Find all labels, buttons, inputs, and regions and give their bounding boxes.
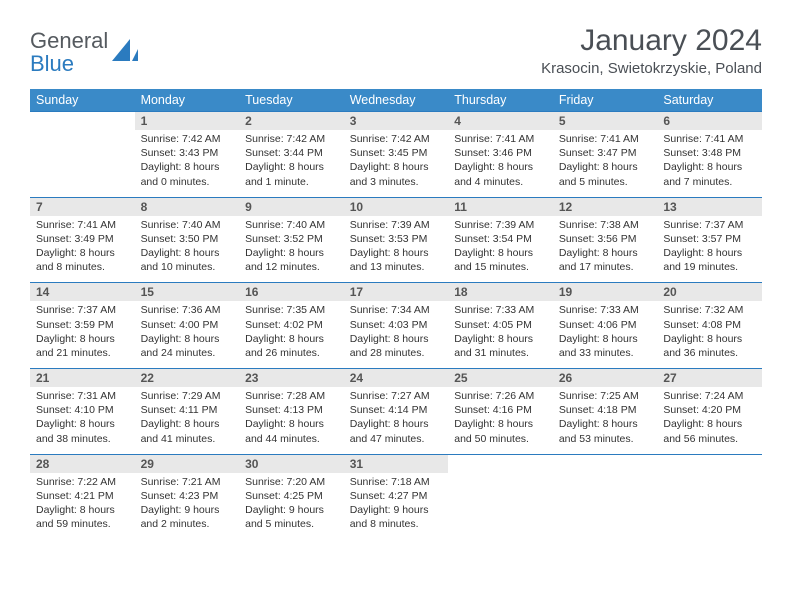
day-number-cell bbox=[448, 454, 553, 473]
day-content-cell: Sunrise: 7:42 AMSunset: 3:44 PMDaylight:… bbox=[239, 130, 344, 197]
day-number-cell: 11 bbox=[448, 197, 553, 216]
day-number-cell: 19 bbox=[553, 283, 658, 302]
day-content-cell: Sunrise: 7:41 AMSunset: 3:49 PMDaylight:… bbox=[30, 216, 135, 283]
day-number-row: 123456 bbox=[30, 112, 762, 131]
logo: General Blue bbox=[30, 30, 138, 76]
day-number-cell: 1 bbox=[135, 112, 240, 131]
day-content-cell: Sunrise: 7:37 AMSunset: 3:59 PMDaylight:… bbox=[30, 301, 135, 368]
day-number-cell: 28 bbox=[30, 454, 135, 473]
day-content-cell: Sunrise: 7:27 AMSunset: 4:14 PMDaylight:… bbox=[344, 387, 449, 454]
dow-header: Tuesday bbox=[239, 89, 344, 112]
day-content-cell: Sunrise: 7:41 AMSunset: 3:46 PMDaylight:… bbox=[448, 130, 553, 197]
day-content-cell: Sunrise: 7:29 AMSunset: 4:11 PMDaylight:… bbox=[135, 387, 240, 454]
day-number-cell bbox=[30, 112, 135, 131]
day-number-cell: 22 bbox=[135, 369, 240, 388]
day-content-cell: Sunrise: 7:18 AMSunset: 4:27 PMDaylight:… bbox=[344, 473, 449, 540]
day-number-cell: 23 bbox=[239, 369, 344, 388]
day-number-cell: 24 bbox=[344, 369, 449, 388]
day-number-cell: 25 bbox=[448, 369, 553, 388]
logo-sail-icon bbox=[112, 39, 138, 68]
day-number-cell: 17 bbox=[344, 283, 449, 302]
day-number-cell: 16 bbox=[239, 283, 344, 302]
day-content-cell: Sunrise: 7:21 AMSunset: 4:23 PMDaylight:… bbox=[135, 473, 240, 540]
day-number-cell: 7 bbox=[30, 197, 135, 216]
day-number-cell: 9 bbox=[239, 197, 344, 216]
day-content-cell: Sunrise: 7:24 AMSunset: 4:20 PMDaylight:… bbox=[657, 387, 762, 454]
day-number-cell: 21 bbox=[30, 369, 135, 388]
day-content-cell: Sunrise: 7:28 AMSunset: 4:13 PMDaylight:… bbox=[239, 387, 344, 454]
day-content-cell bbox=[657, 473, 762, 540]
day-number-cell: 6 bbox=[657, 112, 762, 131]
day-content-cell: Sunrise: 7:39 AMSunset: 3:54 PMDaylight:… bbox=[448, 216, 553, 283]
day-number-cell: 5 bbox=[553, 112, 658, 131]
day-number-cell: 15 bbox=[135, 283, 240, 302]
day-number-row: 28293031 bbox=[30, 454, 762, 473]
day-content-cell: Sunrise: 7:42 AMSunset: 3:43 PMDaylight:… bbox=[135, 130, 240, 197]
dow-header: Saturday bbox=[657, 89, 762, 112]
dow-header: Friday bbox=[553, 89, 658, 112]
day-number-cell: 20 bbox=[657, 283, 762, 302]
dow-header: Sunday bbox=[30, 89, 135, 112]
day-content-cell: Sunrise: 7:34 AMSunset: 4:03 PMDaylight:… bbox=[344, 301, 449, 368]
day-number-cell: 27 bbox=[657, 369, 762, 388]
day-content-cell: Sunrise: 7:20 AMSunset: 4:25 PMDaylight:… bbox=[239, 473, 344, 540]
day-content-cell: Sunrise: 7:31 AMSunset: 4:10 PMDaylight:… bbox=[30, 387, 135, 454]
title-block: January 2024 Krasocin, Swietokrzyskie, P… bbox=[541, 24, 762, 77]
day-content-row: Sunrise: 7:42 AMSunset: 3:43 PMDaylight:… bbox=[30, 130, 762, 197]
calendar-page: General Blue January 2024 Krasocin, Swie… bbox=[0, 0, 792, 539]
day-number-row: 21222324252627 bbox=[30, 369, 762, 388]
day-number-cell: 2 bbox=[239, 112, 344, 131]
day-content-cell bbox=[448, 473, 553, 540]
day-number-cell: 18 bbox=[448, 283, 553, 302]
day-content-cell: Sunrise: 7:33 AMSunset: 4:06 PMDaylight:… bbox=[553, 301, 658, 368]
day-content-cell: Sunrise: 7:37 AMSunset: 3:57 PMDaylight:… bbox=[657, 216, 762, 283]
day-content-row: Sunrise: 7:22 AMSunset: 4:21 PMDaylight:… bbox=[30, 473, 762, 540]
day-number-row: 14151617181920 bbox=[30, 283, 762, 302]
location-text: Krasocin, Swietokrzyskie, Poland bbox=[541, 60, 762, 77]
dow-header: Wednesday bbox=[344, 89, 449, 112]
day-number-cell: 12 bbox=[553, 197, 658, 216]
dow-header: Monday bbox=[135, 89, 240, 112]
day-content-row: Sunrise: 7:37 AMSunset: 3:59 PMDaylight:… bbox=[30, 301, 762, 368]
day-number-cell bbox=[553, 454, 658, 473]
day-number-row: 78910111213 bbox=[30, 197, 762, 216]
day-number-cell: 30 bbox=[239, 454, 344, 473]
day-number-cell: 3 bbox=[344, 112, 449, 131]
day-content-cell: Sunrise: 7:36 AMSunset: 4:00 PMDaylight:… bbox=[135, 301, 240, 368]
day-number-cell bbox=[657, 454, 762, 473]
day-content-cell: Sunrise: 7:35 AMSunset: 4:02 PMDaylight:… bbox=[239, 301, 344, 368]
day-content-row: Sunrise: 7:41 AMSunset: 3:49 PMDaylight:… bbox=[30, 216, 762, 283]
day-content-cell: Sunrise: 7:40 AMSunset: 3:50 PMDaylight:… bbox=[135, 216, 240, 283]
month-title: January 2024 bbox=[541, 24, 762, 58]
day-number-cell: 29 bbox=[135, 454, 240, 473]
day-content-cell: Sunrise: 7:41 AMSunset: 3:48 PMDaylight:… bbox=[657, 130, 762, 197]
day-content-cell: Sunrise: 7:42 AMSunset: 3:45 PMDaylight:… bbox=[344, 130, 449, 197]
day-content-cell bbox=[30, 130, 135, 197]
day-content-cell bbox=[553, 473, 658, 540]
day-content-cell: Sunrise: 7:40 AMSunset: 3:52 PMDaylight:… bbox=[239, 216, 344, 283]
day-content-cell: Sunrise: 7:39 AMSunset: 3:53 PMDaylight:… bbox=[344, 216, 449, 283]
day-number-cell: 31 bbox=[344, 454, 449, 473]
day-number-cell: 10 bbox=[344, 197, 449, 216]
logo-text-1: General bbox=[30, 28, 108, 53]
day-content-cell: Sunrise: 7:25 AMSunset: 4:18 PMDaylight:… bbox=[553, 387, 658, 454]
day-number-cell: 14 bbox=[30, 283, 135, 302]
calendar-table: SundayMondayTuesdayWednesdayThursdayFrid… bbox=[30, 89, 762, 539]
day-content-row: Sunrise: 7:31 AMSunset: 4:10 PMDaylight:… bbox=[30, 387, 762, 454]
page-header: General Blue January 2024 Krasocin, Swie… bbox=[30, 24, 762, 77]
day-content-cell: Sunrise: 7:32 AMSunset: 4:08 PMDaylight:… bbox=[657, 301, 762, 368]
day-content-cell: Sunrise: 7:41 AMSunset: 3:47 PMDaylight:… bbox=[553, 130, 658, 197]
day-content-cell: Sunrise: 7:22 AMSunset: 4:21 PMDaylight:… bbox=[30, 473, 135, 540]
day-of-week-row: SundayMondayTuesdayWednesdayThursdayFrid… bbox=[30, 89, 762, 112]
day-content-cell: Sunrise: 7:33 AMSunset: 4:05 PMDaylight:… bbox=[448, 301, 553, 368]
day-number-cell: 26 bbox=[553, 369, 658, 388]
day-content-cell: Sunrise: 7:26 AMSunset: 4:16 PMDaylight:… bbox=[448, 387, 553, 454]
dow-header: Thursday bbox=[448, 89, 553, 112]
logo-text-2: Blue bbox=[30, 51, 74, 76]
day-number-cell: 8 bbox=[135, 197, 240, 216]
day-content-cell: Sunrise: 7:38 AMSunset: 3:56 PMDaylight:… bbox=[553, 216, 658, 283]
day-number-cell: 4 bbox=[448, 112, 553, 131]
day-number-cell: 13 bbox=[657, 197, 762, 216]
